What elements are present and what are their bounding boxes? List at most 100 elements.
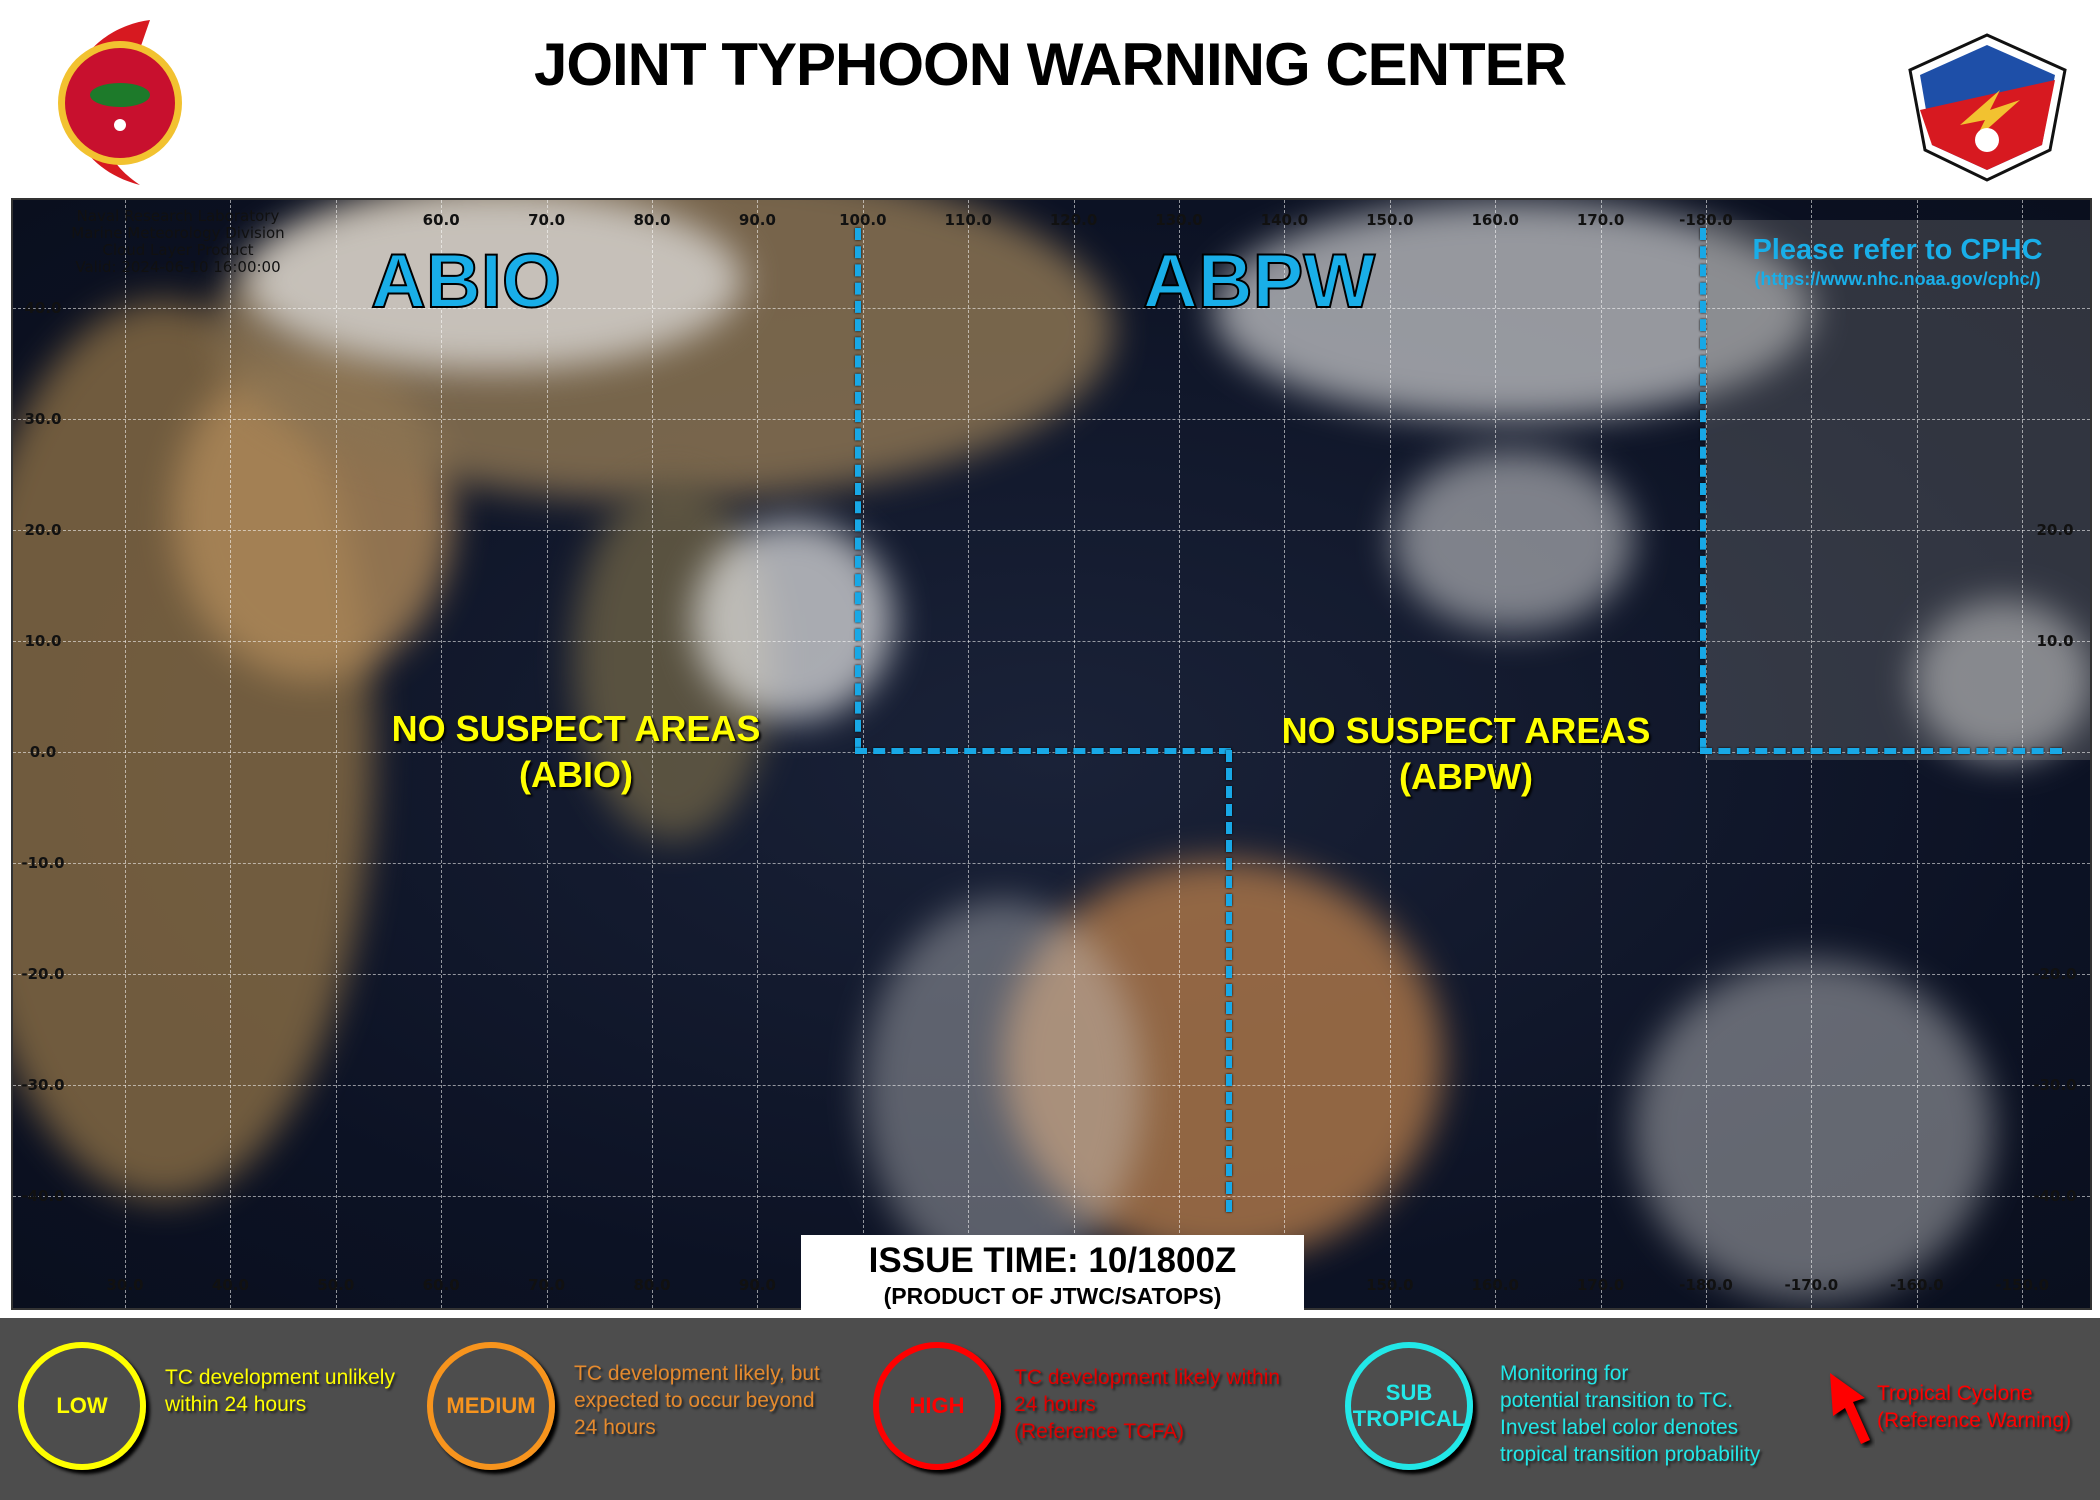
meridian-gridline (1811, 200, 1813, 1308)
axis-tick-label: 40.0 (24, 299, 62, 318)
meridian-gridline (1284, 200, 1286, 1308)
issue-time: ISSUE TIME: 10/1800Z (868, 1241, 1237, 1280)
meridian-gridline (125, 200, 126, 1308)
cloud (1913, 600, 2090, 760)
meridian-gridline (1706, 200, 1707, 1308)
abio-abpw-boundary-equator (855, 748, 1231, 754)
legend: LOW TC development unlikely within 24 hou… (0, 1318, 2100, 1500)
cphc-text: Please refer to CPHC (1752, 234, 2043, 266)
legend-line: TC development likely, but (574, 1362, 820, 1385)
parallel-gridline (13, 419, 2090, 421)
axis-tick-label: -40.0 (21, 1186, 65, 1205)
cphc-link[interactable]: (https://www.nhc.noaa.gov/cphc/) (1754, 269, 2041, 289)
axis-tick-label: 160.0 (1471, 1276, 1519, 1294)
cloud (1213, 200, 1813, 420)
axis-tick-label: 50.0 (317, 1276, 355, 1294)
legend-subtropical-text: Monitoring for potential transition to TC… (1500, 1360, 1760, 1468)
parallel-gridline (13, 641, 2090, 643)
source-line: Valid: 2024-06-10 16:00:00 (75, 258, 281, 276)
axis-tick-label: 0.0 (29, 743, 57, 761)
legend-medium-circle: MEDIUM (427, 1342, 555, 1470)
parallel-gridline (13, 973, 2090, 975)
axis-tick-label: 70.0 (528, 211, 566, 229)
axis-tick-label: 90.0 (738, 1276, 776, 1294)
source-line: Marine Meteorology Division (71, 224, 285, 242)
parallel-gridline (13, 308, 2090, 310)
cloud (863, 900, 1143, 1280)
meridian-gridline (1073, 200, 1075, 1308)
parallel-gridline (13, 1084, 2090, 1086)
source-line: Naval Research Laboratory (76, 207, 280, 225)
legend-medium-label: MEDIUM (446, 1393, 536, 1418)
axis-tick-label: 140.0 (1260, 211, 1309, 229)
abio-status: NO SUSPECT AREAS (ABIO) (392, 706, 761, 798)
legend-line: within 24 hours (165, 1393, 307, 1416)
axis-tick-label: 80.0 (633, 1276, 671, 1294)
axis-tick-label: 150.0 (1366, 211, 1414, 229)
source-credit: Naval Research Laboratory Marine Meteoro… (60, 208, 296, 276)
satellite-map: 60.0 70.0 80.0 90.0 100.0 110.0 120.0 130.0 140.… (11, 198, 2092, 1310)
page-title: JOINT TYPHOON WARNING CENTER (533, 31, 1567, 98)
abio-abpw-boundary-north (855, 228, 861, 750)
axis-tick-label: 80.0 (633, 211, 671, 229)
meridian-gridline (441, 200, 443, 1308)
meridian-gridline (862, 200, 864, 1308)
axis-tick-label: 60.0 (422, 211, 460, 229)
axis-tick-label: 10.0 (24, 632, 62, 651)
axis-tick-label: 110.0 (944, 211, 992, 229)
legend-line: tropical transition probability (1500, 1443, 1761, 1466)
abio-abpw-boundary-south (1226, 750, 1232, 1212)
cphc-boundary-horizontal (1700, 748, 2062, 754)
meridian-gridline (546, 200, 548, 1308)
legend-line: potential transition to TC. (1500, 1389, 1734, 1412)
axis-tick-label: 130.0 (1155, 211, 1203, 229)
land-australia (1003, 860, 1443, 1260)
axis-tick-label: -150.0 (1995, 1276, 2050, 1294)
parallel-gridline (13, 862, 2090, 864)
legend-tropical-label: TROPICAL (1352, 1406, 1466, 1431)
legend-line: (Reference TCFA) (1014, 1420, 1184, 1443)
axis-tick-label: 40.0 (211, 1276, 249, 1294)
product-credit: (PRODUCT OF JTWC/SATOPS) (883, 1283, 1222, 1309)
legend-line: 24 hours (574, 1416, 656, 1439)
axis-tick-label: -40.0 (2033, 1186, 2077, 1205)
parallel-gridline (13, 1195, 2090, 1197)
meridian-gridline (757, 200, 759, 1308)
axis-tick-label: -160.0 (1889, 1276, 1944, 1294)
meridian-gridline (230, 200, 232, 1308)
jtwc-logo (58, 20, 182, 185)
meridian-gridline (1916, 200, 1918, 1308)
axis-tick-label: -20.0 (2033, 964, 2077, 983)
parallel-gridline (13, 530, 2090, 532)
axis-tick-label: -20.0 (21, 964, 65, 983)
legend-line: Tropical Cyclone (1877, 1382, 2033, 1405)
source-line: Cloud Layer Product (102, 241, 254, 259)
legend-low-text: TC development unlikely within 24 hours (165, 1364, 395, 1418)
status-line: (ABIO) (519, 754, 633, 795)
axis-tick-label: 30.0 (24, 410, 62, 429)
cloud (243, 200, 743, 370)
axis-tick-label: 30.0 (106, 1276, 144, 1294)
meridian-gridline (2022, 200, 2024, 1308)
axis-tick-label: -170.0 (1784, 1276, 1839, 1294)
legend-tc-text: Tropical Cyclone (Reference Warning) (1877, 1380, 2071, 1434)
legend-subtropical-circle: SUB TROPICAL (1345, 1342, 1473, 1470)
legend-line: expected to occur beyond (574, 1389, 815, 1412)
cloud (1633, 960, 1993, 1300)
cloud (1393, 450, 1633, 630)
meridian-gridline (1600, 200, 1602, 1308)
legend-low-label: LOW (56, 1393, 108, 1418)
legend-line: 24 hours (1014, 1393, 1096, 1416)
axis-tick-label: -180.0 (1679, 1276, 1733, 1294)
meridian-gridline (335, 200, 337, 1308)
legend-high-label: HIGH (909, 1393, 965, 1418)
axis-tick-label: 20.0 (24, 521, 62, 540)
legend-line: TC development likely within (1014, 1366, 1281, 1389)
axis-tick-label: 100.0 (839, 211, 887, 229)
legend-high-circle: HIGH (873, 1342, 1001, 1470)
axis-tick-label: 70.0 (528, 1276, 566, 1294)
axis-tick-label: 120.0 (1049, 211, 1098, 229)
legend-line: (Reference Warning) (1877, 1409, 2072, 1432)
issue-time-box: ISSUE TIME: 10/1800Z (PRODUCT OF JTWC/SA… (801, 1235, 1304, 1319)
cphc-notice: Please refer to CPHC (https://www.nhc.no… (1705, 234, 2090, 290)
